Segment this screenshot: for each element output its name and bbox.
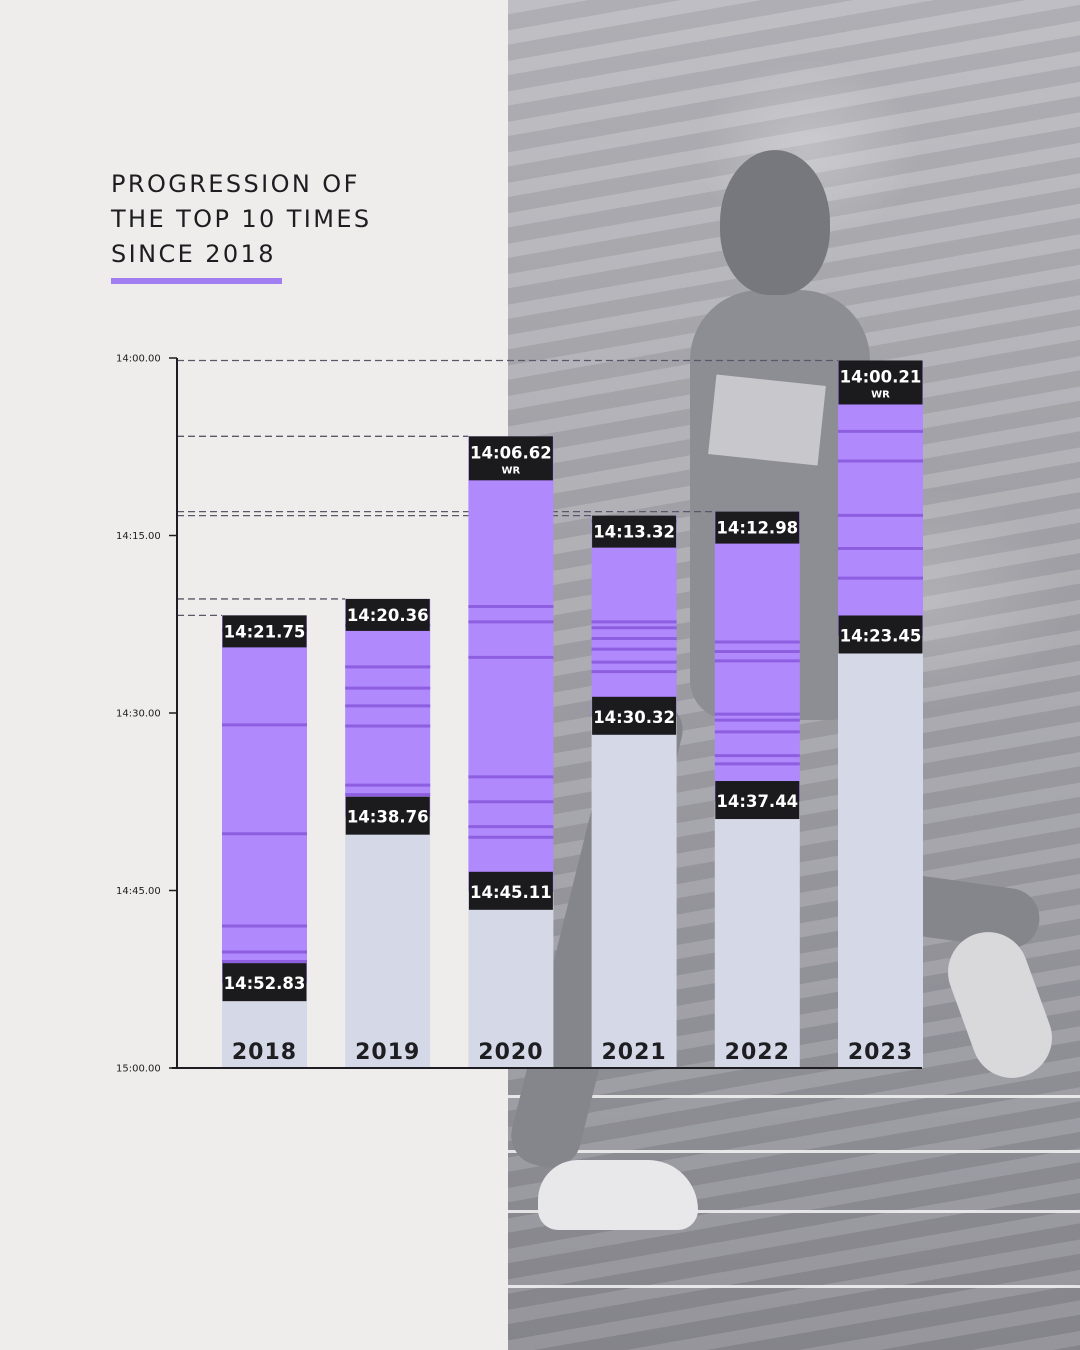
x-tick-label: 2021 bbox=[601, 1040, 666, 1065]
tenth-time-label-bg bbox=[345, 796, 430, 835]
chart-title-line: THE TOP 10 TIMES bbox=[111, 205, 372, 233]
best-time-label-bg bbox=[592, 515, 677, 548]
bar-range bbox=[222, 615, 307, 984]
track-line bbox=[508, 1095, 1080, 1098]
x-tick-label: 2022 bbox=[725, 1040, 790, 1065]
best-time-label-bg bbox=[468, 436, 553, 481]
track-line bbox=[508, 1150, 1080, 1153]
track-line bbox=[508, 1285, 1080, 1288]
bar-base bbox=[591, 716, 677, 1068]
best-time-label: 14:00.21 bbox=[840, 367, 922, 386]
track-line bbox=[508, 1210, 1080, 1213]
best-time-label: 14:06.62 bbox=[470, 443, 552, 462]
x-tick-label: 2020 bbox=[478, 1040, 543, 1065]
y-tick-label: 14:45.00 bbox=[116, 886, 161, 897]
tenth-time-label: 14:45.11 bbox=[470, 883, 552, 902]
best-time-label-bg bbox=[838, 360, 923, 405]
tenth-time-label: 14:52.83 bbox=[224, 974, 306, 993]
bar-base bbox=[345, 816, 431, 1068]
tenth-time-label-bg bbox=[592, 696, 677, 735]
best-time-label: 14:12.98 bbox=[716, 519, 798, 538]
bar-range bbox=[591, 515, 677, 717]
world-record-note: WR bbox=[502, 465, 521, 476]
tenth-time-label: 14:37.44 bbox=[716, 792, 798, 811]
chart-title-line: PROGRESSION OF bbox=[111, 170, 360, 198]
best-time-label-bg bbox=[222, 615, 307, 648]
runner-photo-detail bbox=[720, 150, 830, 295]
best-time-label-bg bbox=[715, 511, 800, 544]
tenth-time-label: 14:38.76 bbox=[347, 808, 429, 827]
y-tick-label: 14:15.00 bbox=[116, 531, 161, 542]
best-time-label: 14:21.75 bbox=[224, 622, 306, 641]
tenth-time-label-bg bbox=[838, 615, 923, 654]
bar-range bbox=[838, 360, 923, 636]
x-tick-label: 2019 bbox=[355, 1040, 420, 1065]
world-record-note: WR bbox=[871, 389, 890, 400]
tenth-time-label-bg bbox=[715, 781, 800, 820]
bar-range bbox=[468, 436, 554, 892]
y-tick-label: 14:30.00 bbox=[116, 709, 161, 720]
bar-base bbox=[714, 801, 800, 1068]
title-underline bbox=[111, 278, 282, 284]
best-time-label: 14:13.32 bbox=[593, 523, 675, 542]
tenth-time-label-bg bbox=[222, 963, 307, 1002]
bar-range bbox=[345, 598, 431, 817]
bar-base bbox=[468, 891, 554, 1068]
best-time-label-bg bbox=[345, 598, 430, 631]
y-tick-label: 15:00.00 bbox=[116, 1064, 161, 1075]
tenth-time-label: 14:23.45 bbox=[840, 626, 922, 645]
x-tick-label: 2018 bbox=[232, 1040, 297, 1065]
y-tick-label: 14:00.00 bbox=[116, 354, 161, 365]
x-tick-label: 2023 bbox=[848, 1040, 913, 1065]
bar-range bbox=[714, 511, 800, 802]
runner-photo-detail bbox=[538, 1160, 698, 1230]
chart-title: PROGRESSION OF THE TOP 10 TIMES SINCE 20… bbox=[111, 167, 372, 272]
chart-title-line: SINCE 2018 bbox=[111, 240, 276, 268]
bar-base bbox=[838, 635, 923, 1068]
tenth-time-label-bg bbox=[468, 871, 553, 910]
tenth-time-label: 14:30.32 bbox=[593, 708, 675, 727]
best-time-label: 14:20.36 bbox=[347, 606, 429, 625]
